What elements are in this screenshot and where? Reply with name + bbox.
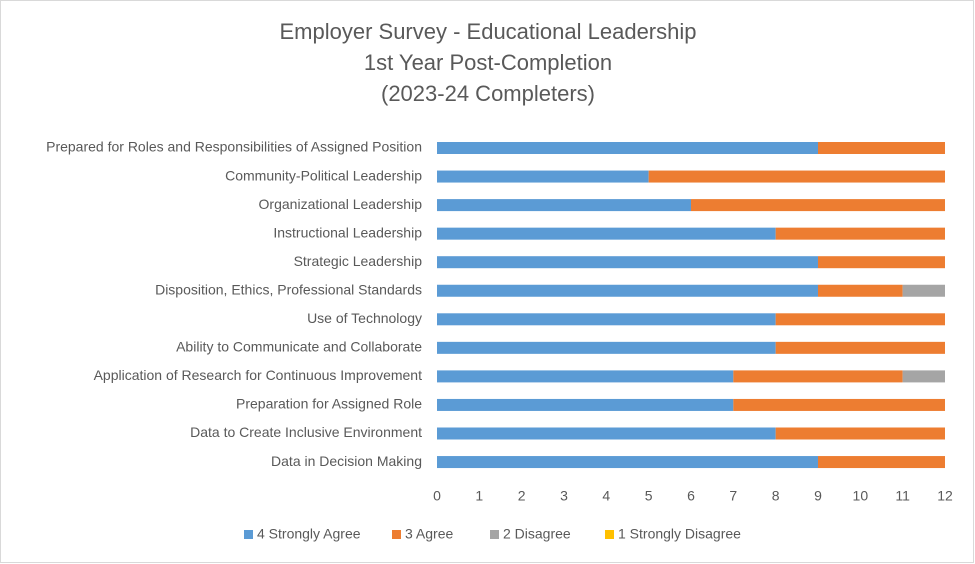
y-tick-label: Prepared for Roles and Responsibilities … (46, 139, 422, 155)
chart-title: 1st Year Post-Completion (364, 50, 612, 75)
y-tick-label: Organizational Leadership (259, 196, 423, 212)
bar-segment (437, 341, 776, 354)
y-tick-label: Application of Research for Continuous I… (94, 367, 423, 383)
bar-segment (437, 256, 818, 269)
bar-segment (818, 142, 945, 154)
x-tick-label: 1 (475, 488, 483, 504)
bar-segment (775, 341, 945, 354)
bar-segment (902, 370, 945, 383)
bar-segment (818, 284, 903, 297)
x-tick-label: 3 (560, 488, 568, 504)
x-tick-label: 2 (518, 488, 526, 504)
bar-segment (818, 456, 945, 469)
x-tick-label: 5 (645, 488, 653, 504)
y-tick-label: Use of Technology (307, 310, 422, 326)
bar-segment (775, 313, 945, 326)
bar-segment (733, 398, 945, 411)
chart-title: Employer Survey - Educational Leadership (279, 19, 696, 44)
bar-segment (437, 313, 776, 326)
y-tick-label: Strategic Leadership (294, 253, 423, 269)
bar-segment (437, 427, 776, 440)
bar-segment (733, 370, 903, 383)
x-tick-label: 8 (772, 488, 780, 504)
x-tick-label: 4 (602, 488, 610, 504)
legend-swatch (244, 530, 253, 539)
x-tick-label: 10 (853, 488, 869, 504)
chart-title: (2023-24 Completers) (381, 81, 595, 106)
x-tick-label: 0 (433, 488, 441, 504)
legend-label: 1 Strongly Disagree (618, 526, 741, 542)
bar-segment (691, 199, 945, 212)
bar-segment (437, 170, 649, 183)
y-tick-label: Community-Political Leadership (225, 167, 422, 183)
legend-label: 2 Disagree (503, 526, 571, 542)
bar-segment (437, 199, 691, 212)
y-tick-label: Disposition, Ethics, Professional Standa… (155, 281, 422, 297)
bar-segment (437, 456, 818, 469)
y-tick-label: Instructional Leadership (273, 224, 422, 240)
y-tick-label: Ability to Communicate and Collaborate (176, 339, 422, 355)
legend-swatch (392, 530, 401, 539)
bar-segment (437, 142, 818, 154)
bar-segment (775, 427, 945, 440)
bar-segment (437, 227, 776, 240)
x-tick-label: 12 (937, 488, 953, 504)
bar-segment (437, 370, 734, 383)
x-tick-label: 7 (729, 488, 737, 504)
bar-segment (818, 256, 945, 269)
y-tick-label: Preparation for Assigned Role (236, 396, 422, 412)
legend-label: 3 Agree (405, 526, 453, 542)
bar-segment (775, 227, 945, 240)
bar-segment (437, 284, 818, 297)
x-tick-label: 11 (895, 488, 910, 504)
y-tick-label: Data to Create Inclusive Environment (190, 424, 422, 440)
x-tick-label: 9 (814, 488, 822, 504)
x-tick-label: 6 (687, 488, 695, 504)
y-tick-label: Data in Decision Making (271, 453, 422, 469)
bar-segment (902, 284, 945, 297)
legend-label: 4 Strongly Agree (257, 526, 361, 542)
legend-swatch (490, 530, 499, 539)
legend-swatch (605, 530, 614, 539)
bar-segment (648, 170, 945, 183)
bar-segment (437, 398, 734, 411)
